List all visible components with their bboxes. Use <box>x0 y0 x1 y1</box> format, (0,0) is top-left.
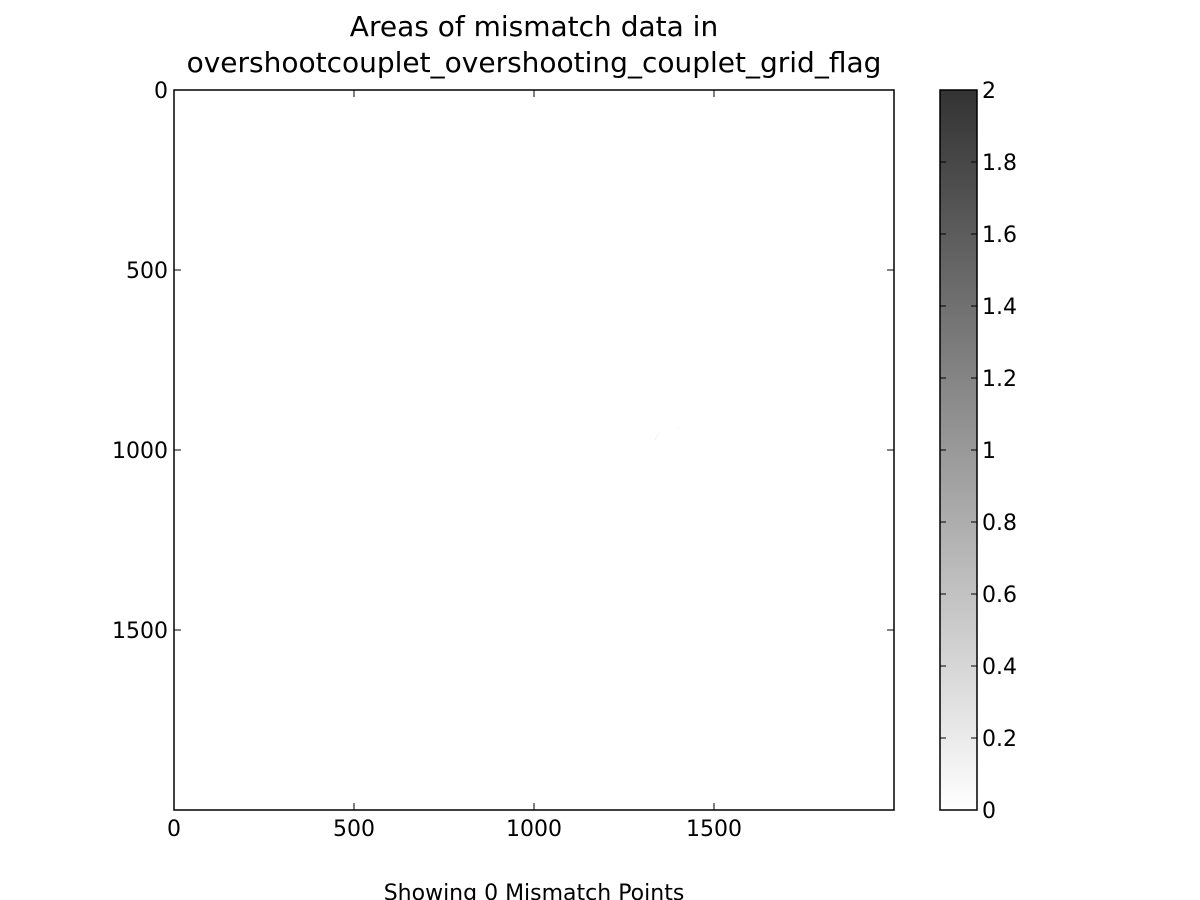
colorbar-tick-label: 2 <box>982 79 996 104</box>
x-axis: 0 500 1000 1500 <box>167 90 742 842</box>
colorbar-gradient <box>939 89 978 811</box>
colorbar-tick-label: 1.8 <box>982 151 1017 176</box>
data-points <box>654 426 680 440</box>
colorbar-tick-label: 0 <box>982 799 996 824</box>
mismatch-count-label: Showing 0 Mismatch Points <box>384 881 685 900</box>
colorbar-tick-label: 1.4 <box>982 295 1017 320</box>
mismatch-point <box>655 436 658 438</box>
colorbar-tick-label: 1 <box>982 439 996 464</box>
chart-title-line-1: Areas of mismatch data in <box>350 10 718 43</box>
y-axis: 0 500 1000 1500 <box>112 79 894 644</box>
mismatch-point <box>656 434 659 437</box>
x-tick-label: 1500 <box>686 817 742 842</box>
colorbar: 0 0.2 0.4 0.6 0.8 1 1.2 1.4 1.6 1.8 2 <box>939 79 1017 824</box>
y-tick-label: 0 <box>154 79 168 104</box>
colorbar-tick-label: 0.2 <box>982 727 1017 752</box>
plot-area: 0 500 1000 1500 0 500 1000 1500 <box>112 79 895 842</box>
plot-frame <box>173 89 895 811</box>
colorbar-tick-label: 0.8 <box>982 511 1017 536</box>
y-tick-label: 500 <box>126 259 168 284</box>
mismatch-point <box>657 432 660 435</box>
colorbar-tick-label: 0.4 <box>982 655 1017 680</box>
colorbar-tick-label: 0.6 <box>982 583 1017 608</box>
mismatch-point <box>654 438 657 440</box>
colorbar-ticks: 0 0.2 0.4 0.6 0.8 1 1.2 1.4 1.6 1.8 2 <box>940 79 1017 824</box>
chart-title-line-2: overshootcouplet_overshooting_couplet_gr… <box>187 46 882 79</box>
colorbar-tick-label: 1.2 <box>982 367 1017 392</box>
y-tick-label: 1500 <box>112 619 168 644</box>
y-tick-label: 1000 <box>112 439 168 464</box>
mismatch-point <box>678 426 680 429</box>
x-tick-label: 0 <box>167 817 181 842</box>
x-tick-label: 1000 <box>506 817 562 842</box>
colorbar-tick-label: 1.6 <box>982 223 1017 248</box>
x-tick-label: 500 <box>333 817 375 842</box>
